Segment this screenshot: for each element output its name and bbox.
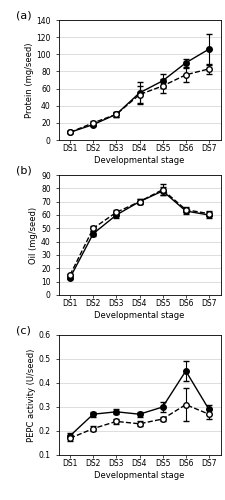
X-axis label: Developmental stage: Developmental stage — [94, 156, 185, 165]
X-axis label: Developmental stage: Developmental stage — [94, 471, 185, 480]
Text: (a): (a) — [16, 10, 32, 20]
Y-axis label: Oil (mg/seed): Oil (mg/seed) — [29, 206, 38, 264]
X-axis label: Developmental stage: Developmental stage — [94, 311, 185, 320]
Y-axis label: PEPC activity (U/seed): PEPC activity (U/seed) — [27, 348, 36, 442]
Text: (c): (c) — [16, 326, 31, 336]
Y-axis label: Protein (mg/seed): Protein (mg/seed) — [25, 42, 34, 117]
Text: (b): (b) — [16, 166, 32, 175]
